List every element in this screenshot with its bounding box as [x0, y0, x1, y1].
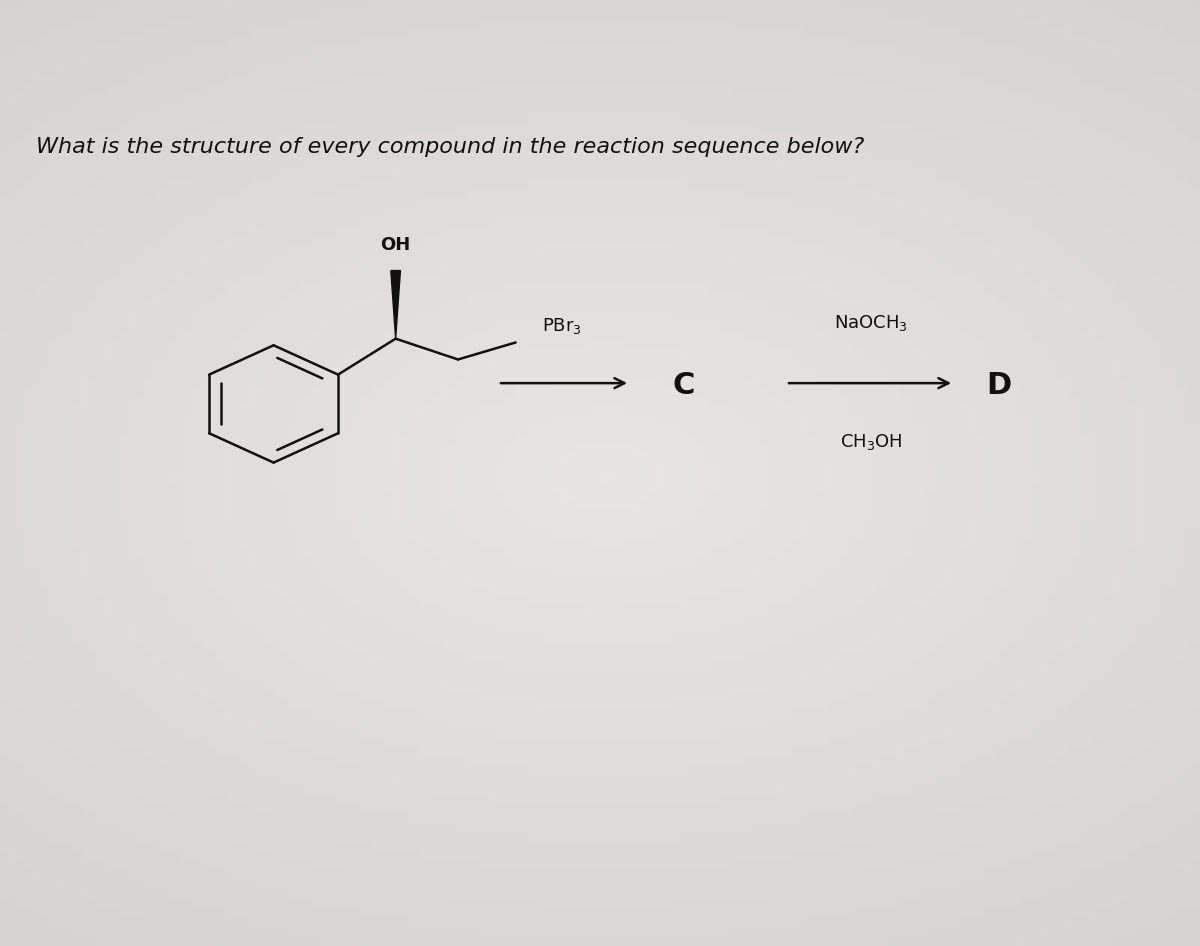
Text: What is the structure of every compound in the reaction sequence below?: What is the structure of every compound … [36, 137, 864, 157]
Text: NaOCH$_3$: NaOCH$_3$ [834, 313, 908, 333]
Polygon shape [391, 271, 401, 339]
Text: D: D [985, 372, 1012, 400]
Text: C: C [673, 372, 695, 400]
Text: CH$_3$OH: CH$_3$OH [840, 432, 902, 452]
Text: OH: OH [380, 236, 410, 254]
Text: PBr$_3$: PBr$_3$ [541, 316, 582, 336]
